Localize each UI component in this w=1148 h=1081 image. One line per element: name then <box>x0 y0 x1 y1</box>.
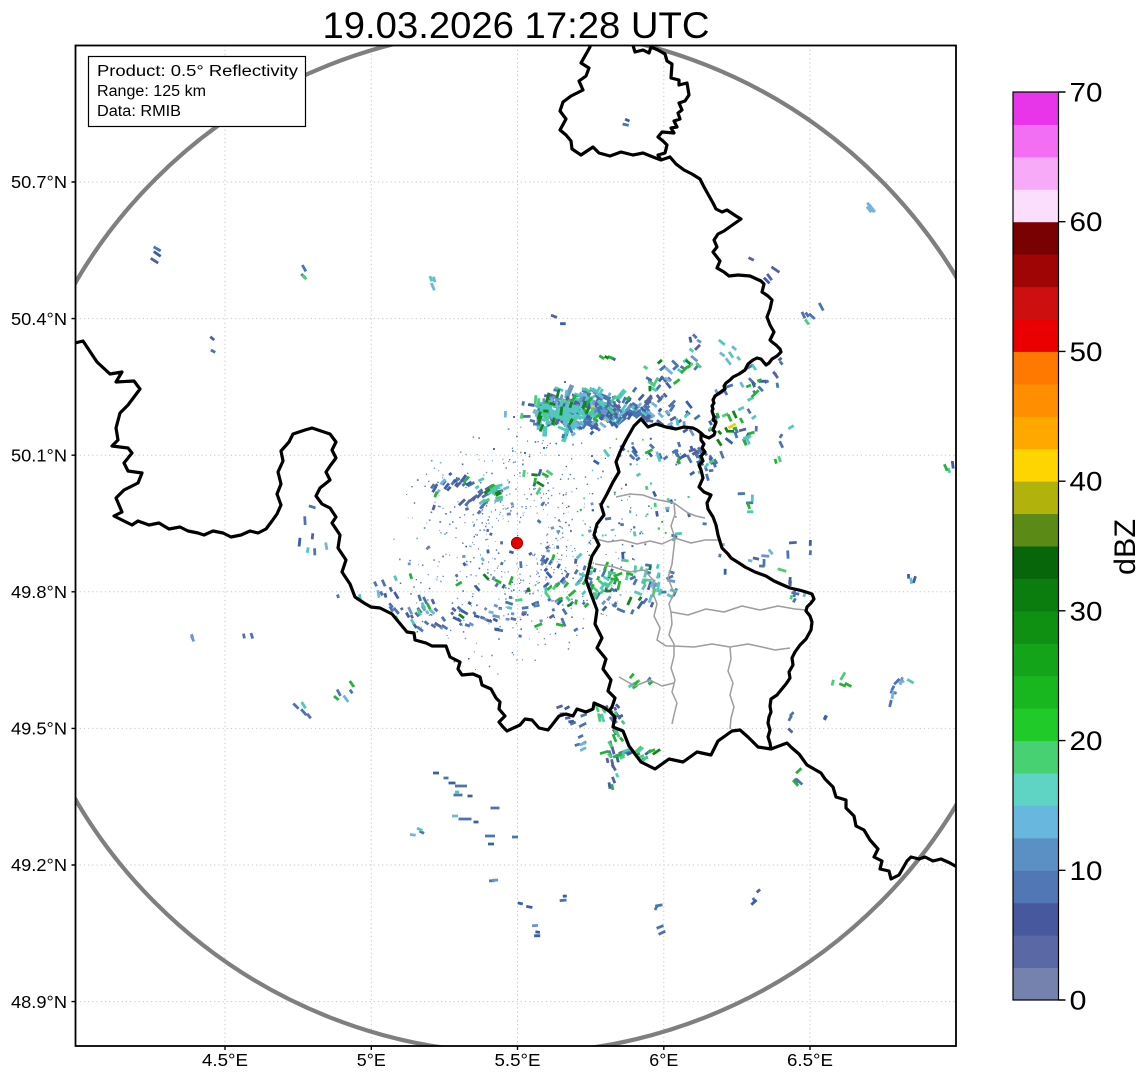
svg-text:dBZ: dBZ <box>1109 519 1142 575</box>
svg-text:50.4°N: 50.4°N <box>11 309 67 329</box>
svg-text:5.5°E: 5.5°E <box>495 1050 541 1070</box>
svg-text:50.1°N: 50.1°N <box>11 445 67 465</box>
svg-text:20: 20 <box>1070 726 1103 756</box>
svg-text:19.03.2026 17:28 UTC: 19.03.2026 17:28 UTC <box>323 5 710 46</box>
svg-text:4.5°E: 4.5°E <box>202 1050 248 1070</box>
svg-text:0: 0 <box>1070 986 1087 1016</box>
svg-text:70: 70 <box>1070 78 1103 108</box>
svg-text:60: 60 <box>1070 207 1103 237</box>
svg-text:6°E: 6°E <box>649 1050 678 1070</box>
svg-text:48.9°N: 48.9°N <box>11 992 67 1012</box>
svg-text:49.2°N: 49.2°N <box>11 855 67 875</box>
svg-text:49.8°N: 49.8°N <box>11 582 67 602</box>
svg-text:50: 50 <box>1070 337 1103 367</box>
svg-text:30: 30 <box>1070 596 1103 626</box>
svg-text:6.5°E: 6.5°E <box>787 1050 833 1070</box>
svg-text:Data: RMIB: Data: RMIB <box>97 103 181 120</box>
svg-text:49.5°N: 49.5°N <box>11 719 67 739</box>
svg-text:5°E: 5°E <box>357 1050 386 1070</box>
svg-text:Product: 0.5° Reflectivity: Product: 0.5° Reflectivity <box>97 63 298 80</box>
svg-text:10: 10 <box>1070 856 1103 886</box>
svg-text:Range: 125 km: Range: 125 km <box>97 83 206 100</box>
svg-text:40: 40 <box>1070 467 1103 497</box>
svg-text:50.7°N: 50.7°N <box>11 172 67 192</box>
